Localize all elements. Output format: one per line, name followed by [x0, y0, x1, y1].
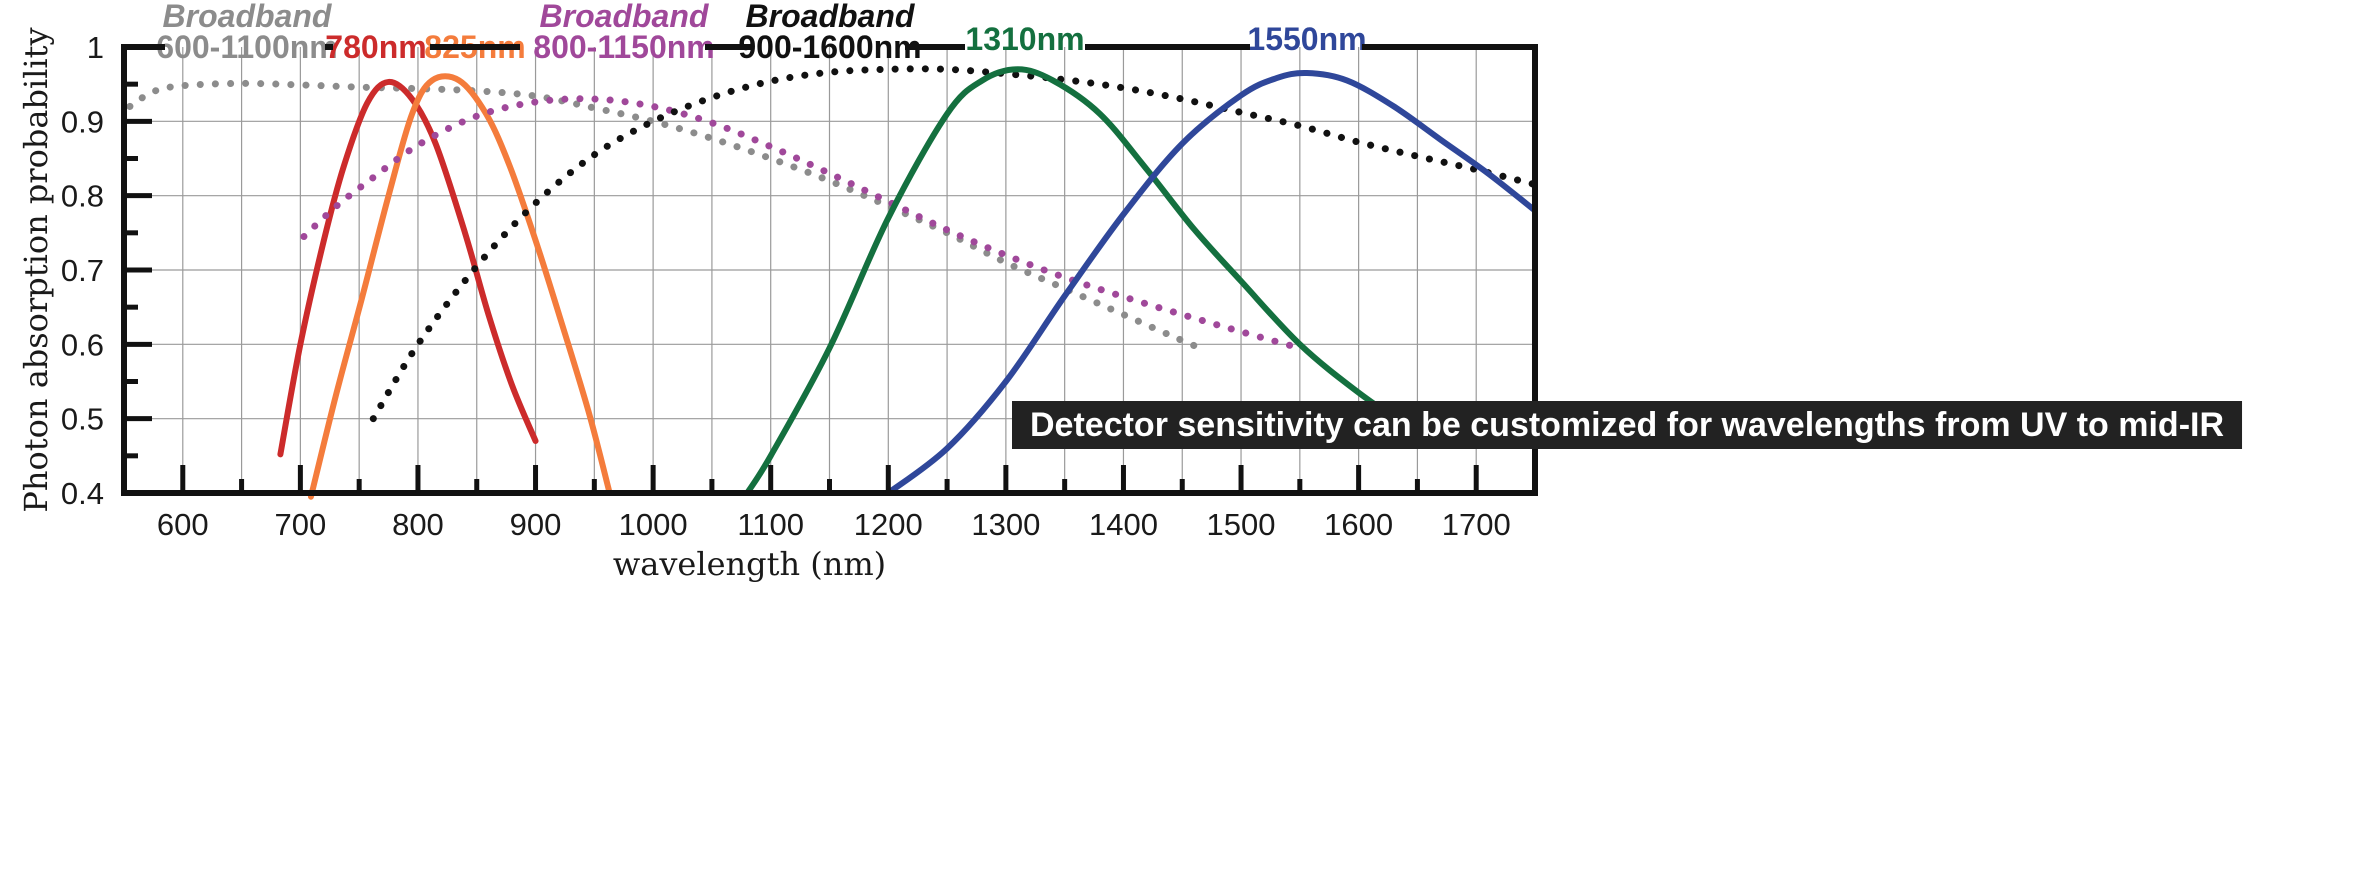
x-axis-title: wavelength (nm) — [613, 545, 886, 583]
x-tick-label: 900 — [510, 507, 562, 542]
x-tick-label: 1300 — [971, 507, 1040, 542]
note-background — [1012, 401, 2243, 449]
x-tick-label: 700 — [275, 507, 327, 542]
note-text: Detector sensitivity can be customized f… — [1030, 406, 2224, 444]
note-box: Detector sensitivity can be customized f… — [1012, 401, 2243, 449]
x-tick-label: 600 — [157, 507, 209, 542]
series-label-3-line-0: Broadband — [540, 0, 710, 34]
series-labels: Broadband600-1100nm780nm825nmBroadband80… — [156, 0, 1366, 65]
series-line-6 — [885, 69, 1538, 496]
series-label-3-line-1: 800-1150nm — [533, 29, 714, 65]
series-line-2 — [307, 73, 613, 500]
y-axis-title: Photon absorption probability — [17, 27, 55, 512]
y-tick-label: 1 — [87, 30, 104, 65]
series-label-6-line-0: 1550nm — [1247, 21, 1366, 57]
x-tick-label: 1500 — [1207, 507, 1276, 542]
x-tick-label: 1700 — [1442, 507, 1511, 542]
series-label-1-line-0: 780nm — [325, 29, 426, 65]
series-curves — [126, 65, 1539, 500]
y-tick-label: 0.6 — [61, 327, 104, 362]
y-tick-label: 0.9 — [61, 104, 104, 139]
y-tick-label: 0.5 — [61, 402, 104, 437]
series-line-0 — [126, 79, 1204, 352]
y-tick-label: 0.4 — [61, 476, 104, 511]
y-tick-label: 0.8 — [61, 179, 104, 214]
series-label-4-line-0: Broadband — [746, 0, 916, 34]
tick-labels: 600 700 800 900 1000 1100 1200 1300 1400 1500 1600… — [61, 30, 1511, 542]
y-tick-label: 0.7 — [61, 253, 104, 288]
series-label-4-line-1: 900-1600nm — [738, 29, 921, 65]
x-tick-label: 1000 — [619, 507, 688, 542]
series-label-0-line-1: 600-1100nm — [156, 29, 337, 65]
x-tick-label: 1600 — [1324, 507, 1393, 542]
series-label-5-line-0: 1310nm — [965, 21, 1084, 57]
series-line-1 — [277, 78, 539, 458]
x-tick-label: 1200 — [854, 507, 923, 542]
series-line-4 — [369, 65, 1539, 423]
x-tick-label: 1400 — [1089, 507, 1158, 542]
x-tick-label: 1100 — [737, 507, 804, 542]
x-tick-label: 800 — [392, 507, 444, 542]
plot-frame — [121, 44, 1538, 496]
series-line-3 — [300, 95, 1306, 353]
series-line-5 — [744, 66, 1421, 496]
series-label-0-line-0: Broadband — [163, 0, 333, 34]
